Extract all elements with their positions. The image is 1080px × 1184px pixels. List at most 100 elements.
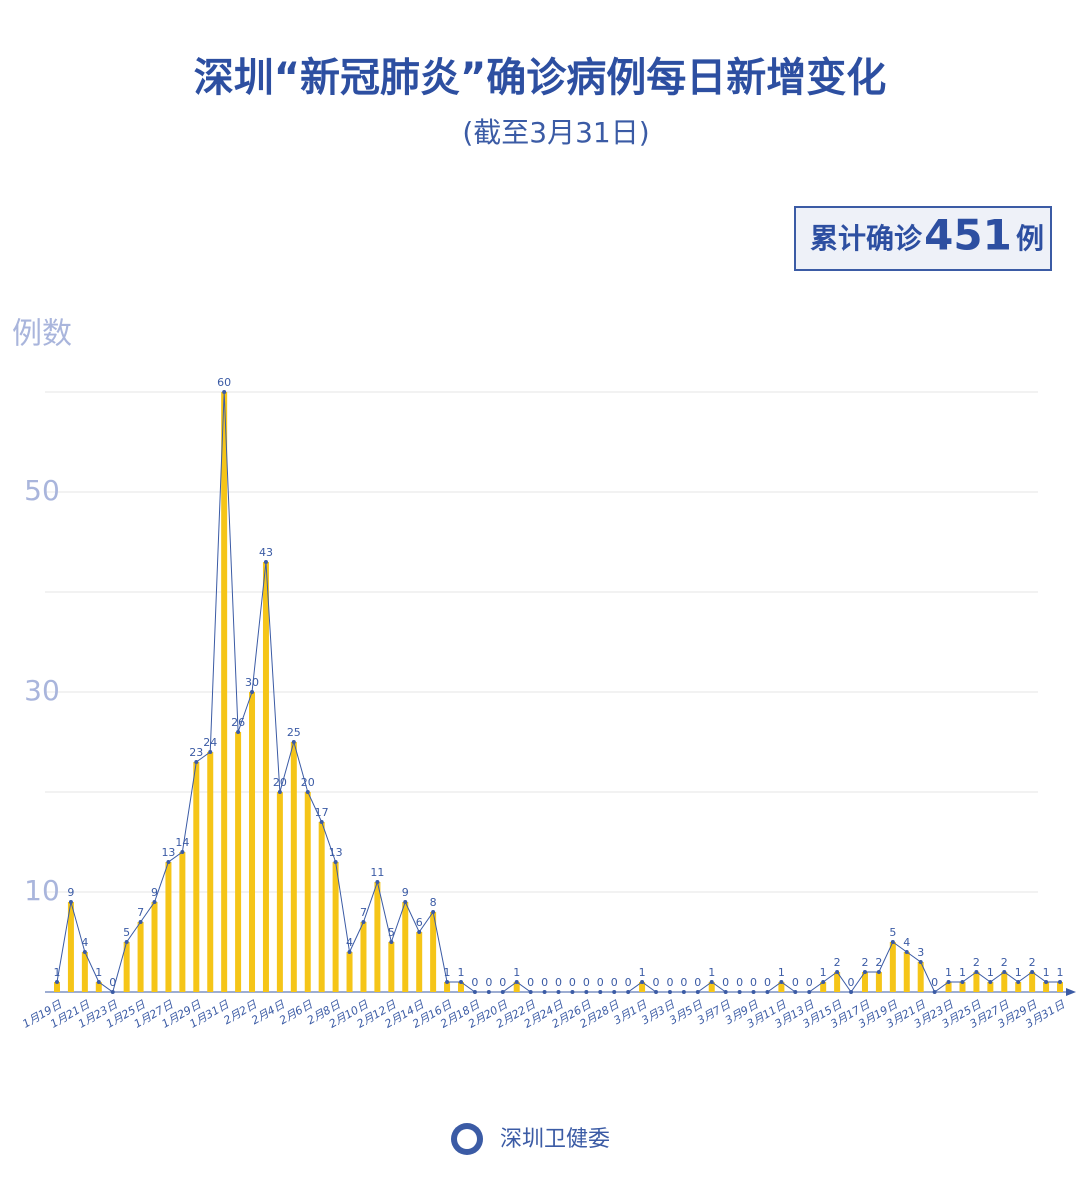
point (431, 910, 436, 914)
bar (917, 962, 924, 992)
bar (193, 762, 200, 992)
x-axis-arrow (1066, 988, 1076, 996)
total-box (794, 206, 1052, 271)
value-label: 0 (499, 976, 506, 989)
point (960, 980, 965, 984)
value-label: 2 (1029, 956, 1036, 969)
value-label: 2 (834, 956, 841, 969)
bar (137, 922, 144, 992)
point (528, 990, 533, 994)
bar (207, 752, 214, 992)
point (862, 970, 867, 974)
value-label: 1 (457, 966, 464, 979)
point (793, 990, 798, 994)
value-label: 30 (245, 676, 259, 689)
value-label: 0 (750, 976, 757, 989)
bar (708, 982, 715, 992)
point (667, 990, 672, 994)
value-label: 26 (231, 716, 245, 729)
value-label: 4 (903, 936, 910, 949)
bar (513, 982, 520, 992)
value-label: 13 (161, 846, 175, 859)
value-label: 2 (861, 956, 868, 969)
value-label: 0 (666, 976, 673, 989)
value-label: 0 (680, 976, 687, 989)
total-prefix: 累计确诊 (810, 222, 923, 255)
value-label: 2 (875, 956, 882, 969)
bar (959, 982, 966, 992)
value-label: 11 (370, 866, 384, 879)
value-label: 23 (189, 746, 203, 759)
bar (778, 982, 785, 992)
bar (81, 952, 88, 992)
point (514, 980, 519, 984)
bar (304, 792, 311, 992)
value-label: 0 (541, 976, 548, 989)
value-label: 1 (54, 966, 61, 979)
point (291, 740, 296, 744)
bar (1043, 982, 1050, 992)
bar (388, 942, 395, 992)
point (403, 900, 408, 904)
value-label: 1 (1015, 966, 1022, 979)
bar (374, 882, 381, 992)
point (445, 980, 450, 984)
point (654, 990, 659, 994)
point (890, 940, 895, 944)
point (152, 900, 157, 904)
point (681, 990, 686, 994)
value-label: 0 (569, 976, 576, 989)
logo (457, 1129, 477, 1149)
point (375, 880, 380, 884)
bar (444, 982, 451, 992)
chart-subtitle: (截至3月31日) (462, 116, 649, 149)
value-label: 0 (471, 976, 478, 989)
point (110, 990, 115, 994)
bar (151, 902, 158, 992)
bar (861, 972, 868, 992)
value-label: 4 (81, 936, 88, 949)
bar (889, 942, 896, 992)
value-label: 1 (778, 966, 785, 979)
point (640, 980, 645, 984)
bar (165, 862, 172, 992)
y-axis-label: 例数 (12, 317, 72, 352)
y-tick-label: 50 (24, 474, 60, 507)
bar (290, 742, 297, 992)
point (263, 560, 268, 564)
point (737, 990, 742, 994)
bar (276, 792, 283, 992)
point (1030, 970, 1035, 974)
point (138, 920, 143, 924)
point (612, 990, 617, 994)
point (319, 820, 324, 824)
point (124, 940, 129, 944)
value-label: 13 (329, 846, 343, 859)
point (486, 990, 491, 994)
value-label: 17 (315, 806, 329, 819)
value-label: 7 (360, 906, 367, 919)
value-label: 9 (67, 886, 74, 899)
total-value: 451 (924, 211, 1012, 260)
bar (430, 912, 437, 992)
point (208, 750, 213, 754)
point (876, 970, 881, 974)
point (709, 980, 714, 984)
bar (639, 982, 646, 992)
bar (945, 982, 952, 992)
point (598, 990, 603, 994)
value-label: 0 (848, 976, 855, 989)
value-label: 60 (217, 376, 231, 389)
point (542, 990, 547, 994)
point (1058, 980, 1062, 984)
point (250, 690, 255, 694)
value-label: 3 (917, 946, 924, 959)
bar (973, 972, 980, 992)
point (1044, 980, 1049, 984)
value-label: 2 (973, 956, 980, 969)
total-suffix: 例 (1016, 222, 1044, 255)
value-label: 8 (430, 896, 437, 909)
value-label: 0 (931, 976, 938, 989)
point (458, 980, 463, 984)
chart-title: 深圳“新冠肺炎”确诊病例每日新增变化 (194, 55, 887, 101)
